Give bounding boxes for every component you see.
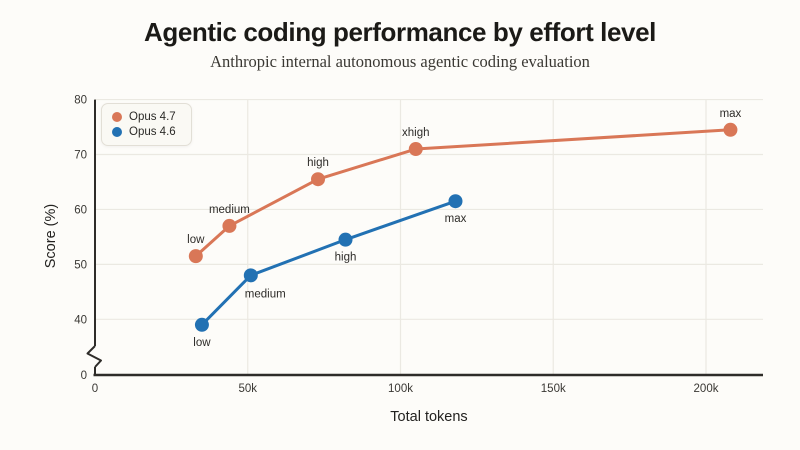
legend-label: Opus 4.7 xyxy=(129,111,176,123)
legend-item-opus-4-6: Opus 4.6 xyxy=(112,126,176,138)
y-tick-label: 80 xyxy=(74,95,87,107)
data-point xyxy=(723,122,738,137)
data-point xyxy=(448,194,463,209)
y-axis-break-icon xyxy=(86,345,102,368)
data-point xyxy=(243,268,258,283)
data-point xyxy=(188,249,203,264)
series-line xyxy=(194,128,732,258)
legend-label: Opus 4.6 xyxy=(129,126,176,138)
legend-item-opus-4-7: Opus 4.7 xyxy=(112,111,176,123)
data-point-label: medium xyxy=(209,204,250,216)
y-tick-label: 0 xyxy=(81,370,87,382)
series-marker-icon xyxy=(112,112,122,122)
data-point xyxy=(194,317,209,332)
y-axis-title: Score (%) xyxy=(43,203,59,269)
data-point-label: max xyxy=(445,213,467,225)
data-point-label: high xyxy=(335,252,357,264)
data-point-label: max xyxy=(720,108,742,120)
x-tick-label: 0 xyxy=(92,383,98,395)
x-axis-title: Total tokens xyxy=(390,409,468,425)
x-tick-label: 100k xyxy=(388,383,413,395)
y-tick-label: 60 xyxy=(74,204,87,216)
series-line xyxy=(200,199,457,327)
y-tick-label: 50 xyxy=(74,259,87,271)
data-point xyxy=(311,172,326,187)
data-point-label: low xyxy=(187,234,205,246)
data-point xyxy=(222,218,237,233)
x-tick-label: 50k xyxy=(238,383,257,395)
chart-subtitle: Anthropic internal autonomous agentic co… xyxy=(210,52,590,71)
data-point-label: xhigh xyxy=(402,127,430,139)
data-point-label: high xyxy=(307,157,329,169)
data-point xyxy=(338,232,353,247)
y-tick-label: 40 xyxy=(74,314,87,326)
chart-title: Agentic coding performance by effort lev… xyxy=(144,17,656,47)
data-point-label: low xyxy=(193,337,211,349)
data-point xyxy=(408,142,423,157)
legend: Opus 4.7 Opus 4.6 xyxy=(101,103,192,146)
y-tick-label: 70 xyxy=(74,150,87,162)
x-tick-label: 200k xyxy=(694,383,719,395)
x-tick-label: 150k xyxy=(541,383,566,395)
series-marker-icon xyxy=(112,127,122,137)
data-point-label: medium xyxy=(245,288,286,300)
